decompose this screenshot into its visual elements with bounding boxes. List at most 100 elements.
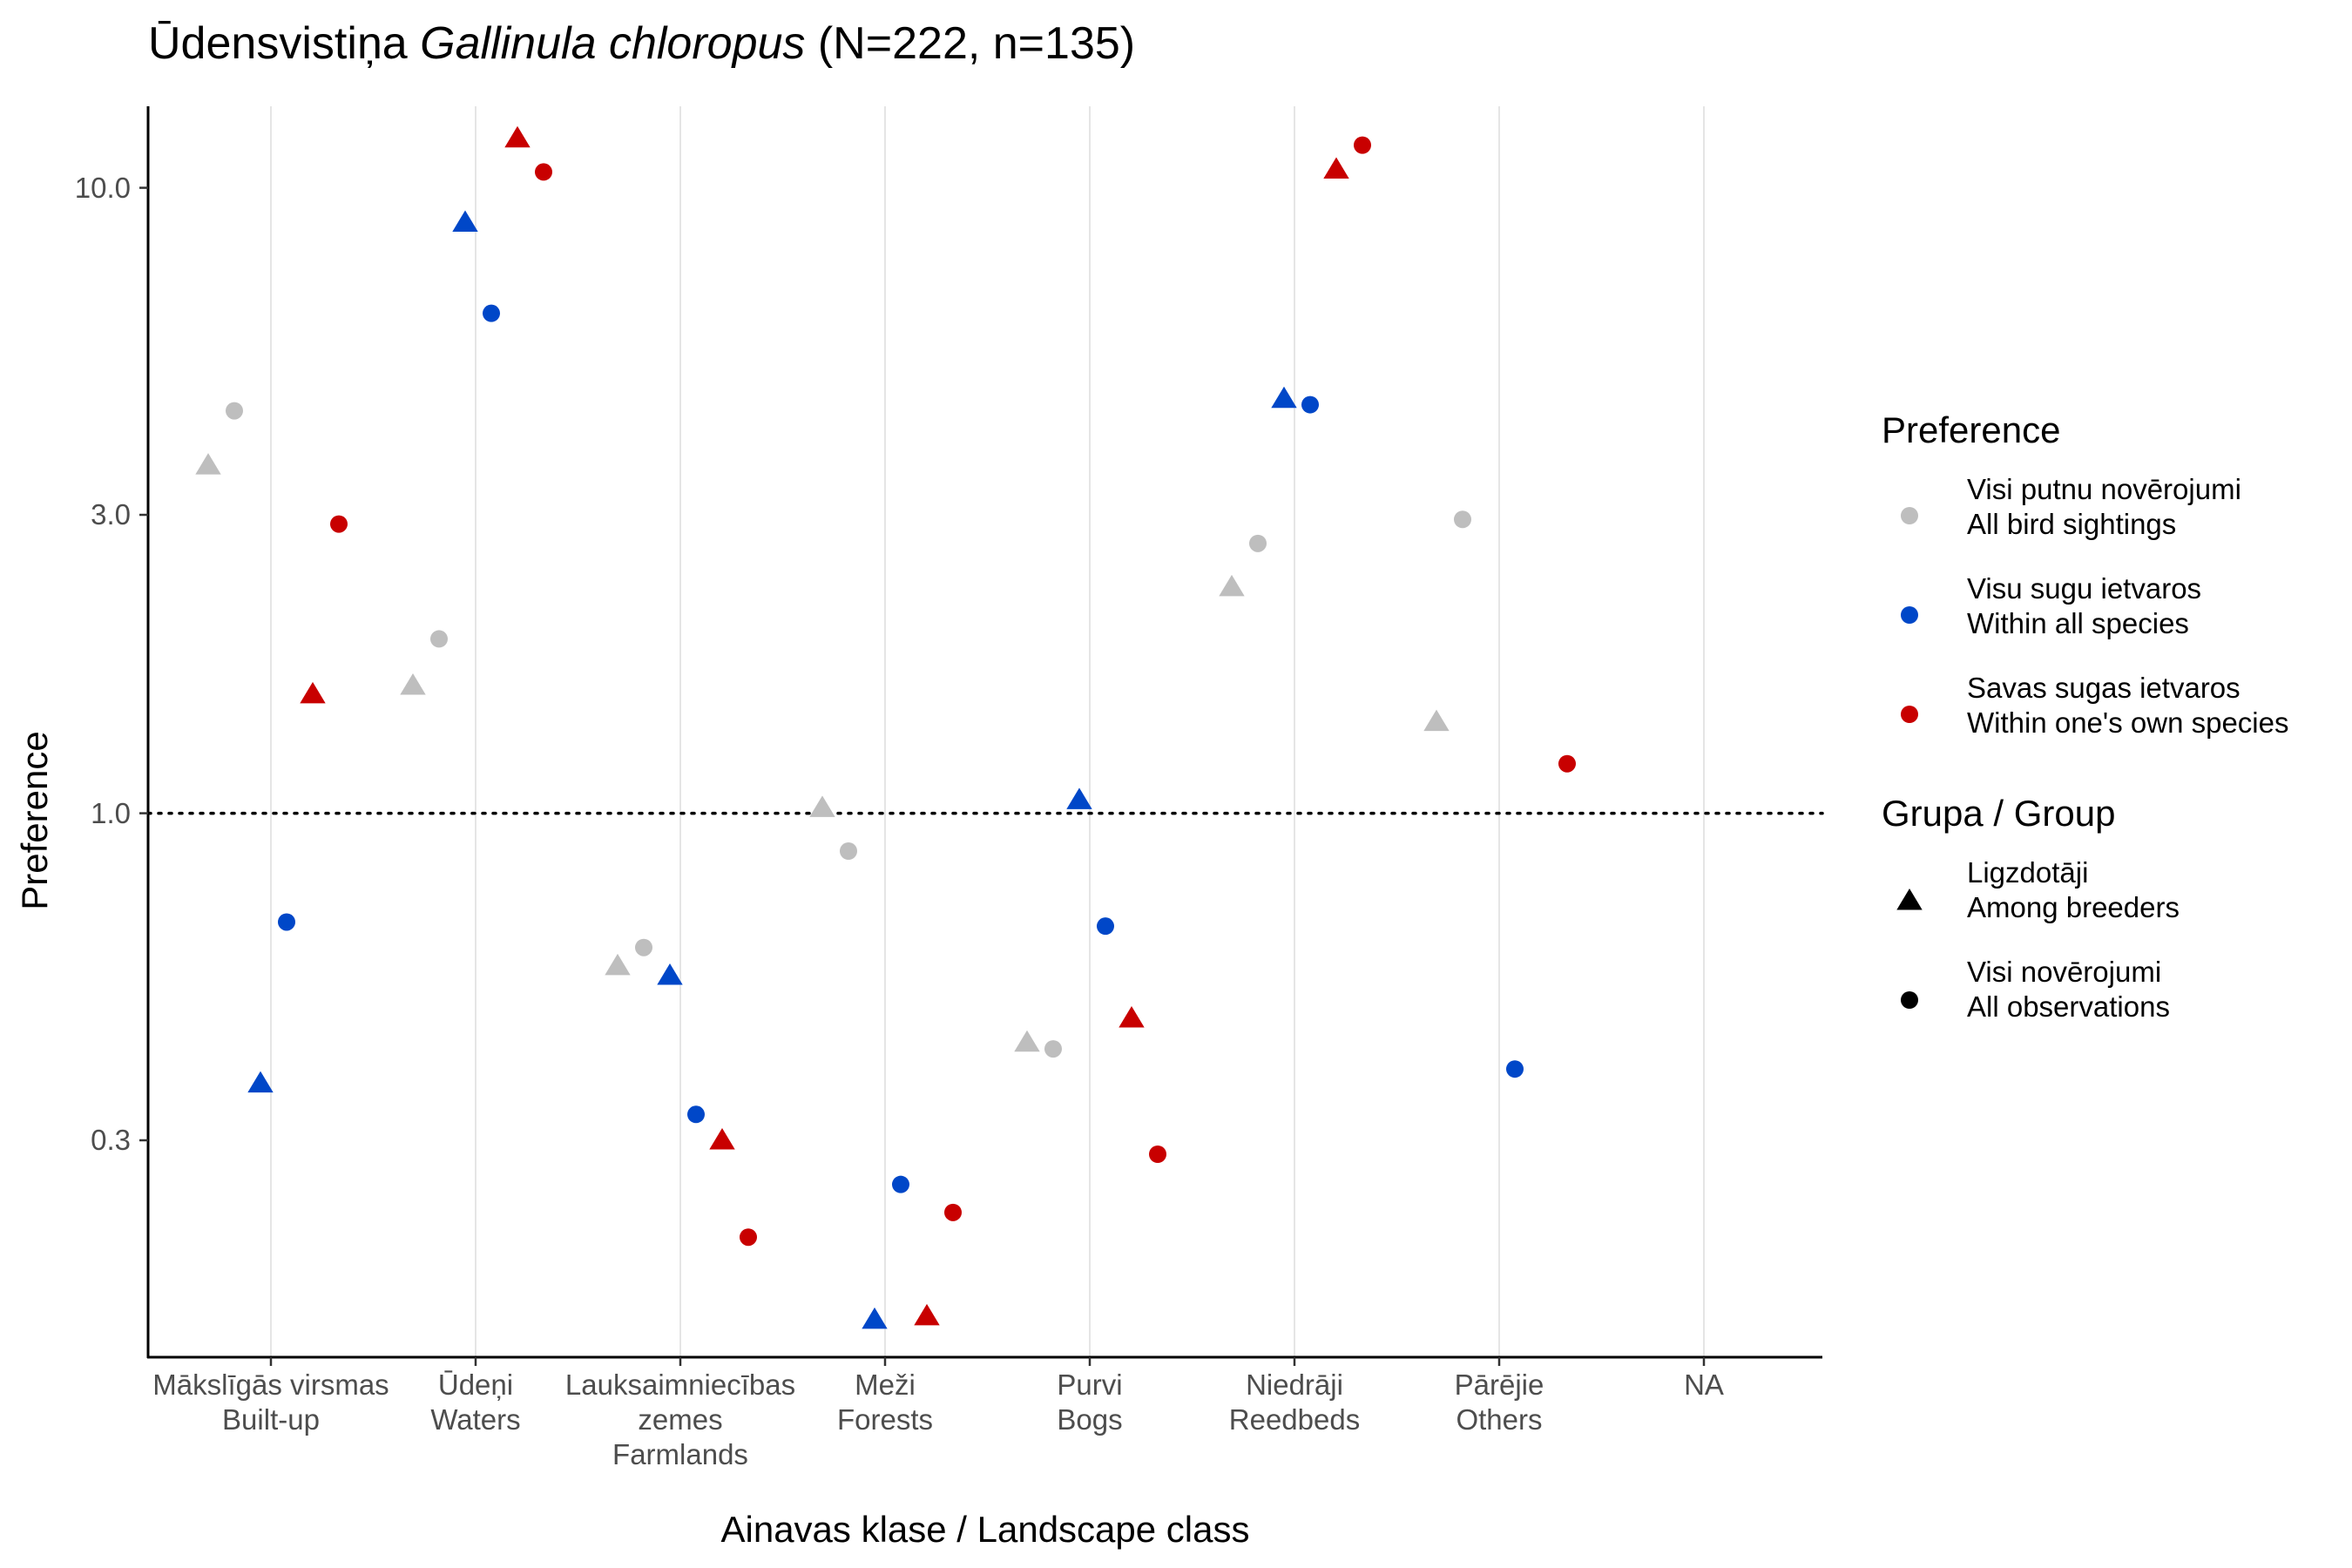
x-tick-label-line: Others <box>1456 1403 1543 1436</box>
data-point-all_species-all_obs-2 <box>687 1105 705 1124</box>
legend-label-line: All bird sightings <box>1967 508 2177 540</box>
x-tick-label-line: Pārējie <box>1454 1369 1544 1401</box>
data-point-all_species-all_obs-5 <box>1301 395 1319 414</box>
legend: Preference Visi putnu novērojumi All bird… <box>1882 409 2335 1045</box>
data-point-all_species-breeders-4 <box>1066 787 1092 809</box>
legend-symbol <box>1896 889 1923 910</box>
legend-symbol <box>1901 507 1918 524</box>
data-point-all_sightings-breeders-4 <box>1014 1030 1040 1052</box>
data-points <box>195 125 1576 1329</box>
x-tick-label-line: Bogs <box>1057 1403 1123 1436</box>
x-tick-label: Pārējie Others <box>1369 1368 1630 1437</box>
data-point-own_species-all_obs-6 <box>1558 754 1576 773</box>
legend-item-own_species: Savas sugas ietvaros Within one's own spe… <box>1882 662 2335 761</box>
group-legend: Grupa / Group Ligzdotāji Among breeders Vi… <box>1882 793 2335 1045</box>
data-point-all_species-breeders-0 <box>247 1071 274 1093</box>
x-tick-label: Purvi Bogs <box>959 1368 1220 1437</box>
x-tick-label: Meži Forests <box>754 1368 1016 1437</box>
y-tick-label: 1.0 <box>91 796 131 829</box>
x-tick-label-line: Reedbeds <box>1228 1403 1361 1436</box>
x-tick-label-line: Meži <box>855 1369 916 1401</box>
x-axis-title: Ainavas klase / Landscape class <box>720 1509 1250 1550</box>
data-point-all_species-all_obs-0 <box>278 913 295 931</box>
data-point-all_sightings-breeders-3 <box>809 795 835 817</box>
legend-label-line: Visi putnu novērojumi <box>1967 473 2241 505</box>
legend-label: Savas sugas ietvaros Within one's own spe… <box>1967 671 2288 740</box>
legend-symbol <box>1901 991 1918 1009</box>
axes <box>139 106 1822 1366</box>
preference-legend-title: Preference <box>1882 409 2061 450</box>
data-point-own_species-breeders-0 <box>300 681 326 704</box>
x-tick-label: NA <box>1573 1368 1835 1402</box>
x-tick-label-line: Purvi <box>1057 1369 1123 1401</box>
legend-label-line: Visu sugu ietvaros <box>1967 572 2202 605</box>
data-point-all_species-breeders-5 <box>1271 386 1297 409</box>
legend-label: Visi novērojumi All observations <box>1967 955 2170 1024</box>
legend-label-line: Among breeders <box>1967 891 2180 923</box>
legend-key-breeders <box>1896 889 1923 910</box>
data-point-all_species-all_obs-1 <box>483 304 500 322</box>
x-tick-label-line: Ūdeņi <box>437 1369 514 1401</box>
y-tick-label: 3.0 <box>91 498 131 531</box>
data-point-all_sightings-all_obs-2 <box>635 938 652 956</box>
chart-title: Ūdensvistiņa Gallinula chloropus (N=222,… <box>148 18 1136 69</box>
data-point-all_sightings-breeders-2 <box>605 953 631 976</box>
group-legend-title: Grupa / Group <box>1882 793 2116 834</box>
data-point-all_sightings-all_obs-6 <box>1454 510 1471 529</box>
data-point-own_species-breeders-3 <box>914 1303 940 1326</box>
data-point-all_species-breeders-2 <box>657 963 683 985</box>
legend-label-line: Ligzdotāji <box>1967 856 2089 889</box>
data-point-all_sightings-all_obs-5 <box>1249 534 1267 552</box>
x-tick-label-line: zemes <box>638 1403 723 1436</box>
data-point-all_species-breeders-3 <box>862 1307 888 1329</box>
data-point-all_sightings-breeders-6 <box>1423 709 1450 732</box>
data-point-own_species-breeders-1 <box>504 125 531 148</box>
x-tick-label: Lauksaimniecības zemes Farmlands <box>550 1368 811 1472</box>
data-point-all_sightings-breeders-5 <box>1219 574 1245 597</box>
x-tick-label-line: Niedrāji <box>1246 1369 1343 1401</box>
data-point-all_species-all_obs-6 <box>1506 1060 1524 1078</box>
x-tick-label: Ūdeņi Waters <box>345 1368 606 1437</box>
data-point-all_sightings-all_obs-4 <box>1044 1040 1062 1058</box>
data-point-all_sightings-all_obs-0 <box>226 402 243 420</box>
x-tick-label-line: Farmlands <box>612 1438 748 1470</box>
legend-label: Ligzdotāji Among breeders <box>1967 855 2180 925</box>
data-point-all_sightings-all_obs-3 <box>840 842 857 861</box>
legend-key-own_species <box>1901 706 1918 723</box>
y-tick-label: 10.0 <box>74 171 131 204</box>
data-point-own_species-all_obs-4 <box>1149 1146 1166 1164</box>
data-point-all_species-breeders-1 <box>452 210 478 232</box>
data-point-all_sightings-breeders-0 <box>195 453 221 475</box>
preference-legend: Preference Visi putnu novērojumi All bird… <box>1882 409 2335 761</box>
legend-item-all_sightings: Visi putnu novērojumi All bird sightings <box>1882 463 2335 563</box>
y-tick-label: 0.3 <box>91 1124 131 1156</box>
legend-item-all_obs: Visi novērojumi All observations <box>1882 946 2335 1045</box>
data-point-own_species-all_obs-3 <box>944 1203 962 1221</box>
legend-key-all_obs <box>1901 991 1918 1009</box>
x-tick-label-line: Lauksaimniecības <box>564 1369 796 1401</box>
data-point-own_species-breeders-2 <box>709 1128 735 1150</box>
legend-label-line: Savas sugas ietvaros <box>1967 672 2240 704</box>
legend-item-all_species: Visu sugu ietvaros Within all species <box>1882 563 2335 662</box>
x-tick-label: Mākslīgās virsmas Built-up <box>140 1368 402 1437</box>
x-tick-label-line: Mākslīgās virsmas <box>152 1369 389 1401</box>
data-point-all_species-all_obs-3 <box>892 1175 909 1193</box>
legend-symbol <box>1901 606 1918 624</box>
x-tick-label: Niedrāji Reedbeds <box>1164 1368 1425 1437</box>
legend-key-all_sightings <box>1901 507 1918 524</box>
legend-label-line: Within one's own species <box>1967 706 2289 739</box>
legend-label: Visu sugu ietvaros Within all species <box>1967 571 2201 641</box>
legend-label-line: All observations <box>1967 990 2170 1023</box>
legend-label-line: Within all species <box>1967 607 2189 639</box>
data-point-all_sightings-breeders-1 <box>400 673 426 695</box>
data-point-all_species-all_obs-4 <box>1097 917 1114 936</box>
x-tick-label-line: Forests <box>836 1403 934 1436</box>
grid-lines <box>270 106 1705 1357</box>
legend-key-all_species <box>1901 606 1918 624</box>
data-point-own_species-all_obs-5 <box>1354 136 1371 154</box>
data-point-own_species-all_obs-1 <box>535 163 552 181</box>
legend-label-line: Visi novērojumi <box>1967 956 2162 988</box>
y-axis-title: Preference <box>14 731 55 910</box>
data-point-own_species-breeders-4 <box>1119 1006 1145 1028</box>
